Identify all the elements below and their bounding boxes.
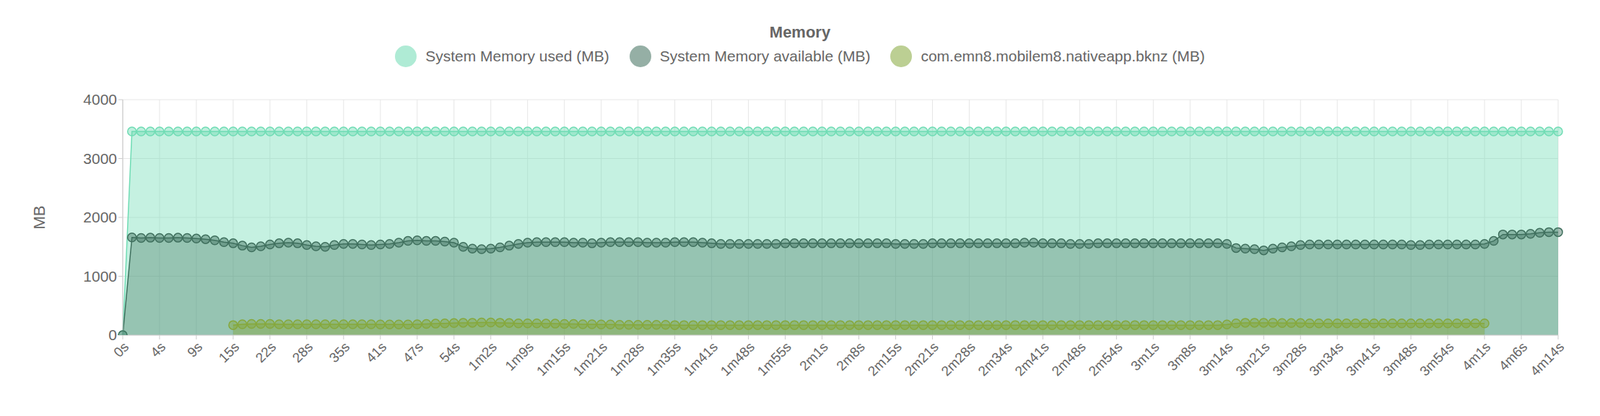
svg-text:3000: 3000 [83,150,117,167]
svg-text:1m55s: 1m55s [754,339,795,380]
svg-text:4s: 4s [147,339,169,361]
svg-text:41s: 41s [363,339,390,367]
svg-text:2m54s: 2m54s [1085,339,1125,380]
svg-text:3m34s: 3m34s [1306,339,1346,380]
svg-text:3m54s: 3m54s [1416,339,1457,380]
svg-text:3m41s: 3m41s [1342,339,1383,380]
svg-text:4m1s: 4m1s [1459,339,1494,375]
svg-text:1m48s: 1m48s [717,339,758,380]
svg-text:1m35s: 1m35s [644,339,684,380]
html-text:System Memory available (MB): System Memory available (MB) [659,47,871,65]
svg-text:3m48s: 3m48s [1379,339,1420,380]
svg-text:2m34s: 2m34s [975,339,1016,380]
html-text:com.emn8.mobilem8.nativeapp.bk: com.emn8.mobilem8.nativeapp.bknz (MB) [920,47,1205,65]
svg-text:0s: 0s [110,338,132,360]
svg-text:3m28s: 3m28s [1269,339,1310,380]
svg-text:2m1s: 2m1s [796,339,832,375]
svg-text:1m2s: 1m2s [464,339,500,375]
svg-text:1m41s: 1m41s [680,339,721,380]
svg-text:54s: 54s [436,339,464,367]
svg-text:3m1s: 3m1s [1127,339,1163,375]
svg-text:15s: 15s [215,339,243,367]
svg-text:3m8s: 3m8s [1164,339,1200,375]
svg-text:2m48s: 2m48s [1049,339,1089,380]
html-text:System Memory used (MB): System Memory used (MB) [425,47,610,65]
svg-text:47s: 47s [400,339,427,367]
svg-text:4m6s: 4m6s [1496,339,1531,375]
svg-text:1m9s: 1m9s [501,339,537,375]
svg-text:MB: MB [30,205,49,230]
svg-text:1000: 1000 [83,267,117,285]
svg-text:1m15s: 1m15s [533,339,574,380]
svg-text:28s: 28s [289,339,317,367]
svg-text:35s: 35s [326,339,354,367]
svg-text:9s: 9s [184,339,206,361]
svg-text:2m28s: 2m28s [938,339,979,380]
svg-text:1m28s: 1m28s [607,339,647,380]
svg-text:22s: 22s [252,339,280,367]
svg-text:3m21s: 3m21s [1232,339,1273,380]
svg-text:1m21s: 1m21s [570,339,611,380]
svg-text:0: 0 [108,326,117,343]
svg-text:4m14s: 4m14s [1527,339,1567,380]
svg-text:2m8s: 2m8s [833,339,868,375]
svg-text:4000: 4000 [83,90,117,108]
svg-text:2m41s: 2m41s [1012,339,1052,380]
svg-text:2000: 2000 [83,208,117,226]
svg-text:3m14s: 3m14s [1195,339,1236,380]
svg-text:2m15s: 2m15s [864,339,905,380]
html-text:Memory: Memory [769,23,831,42]
svg-text:2m21s: 2m21s [901,339,942,380]
